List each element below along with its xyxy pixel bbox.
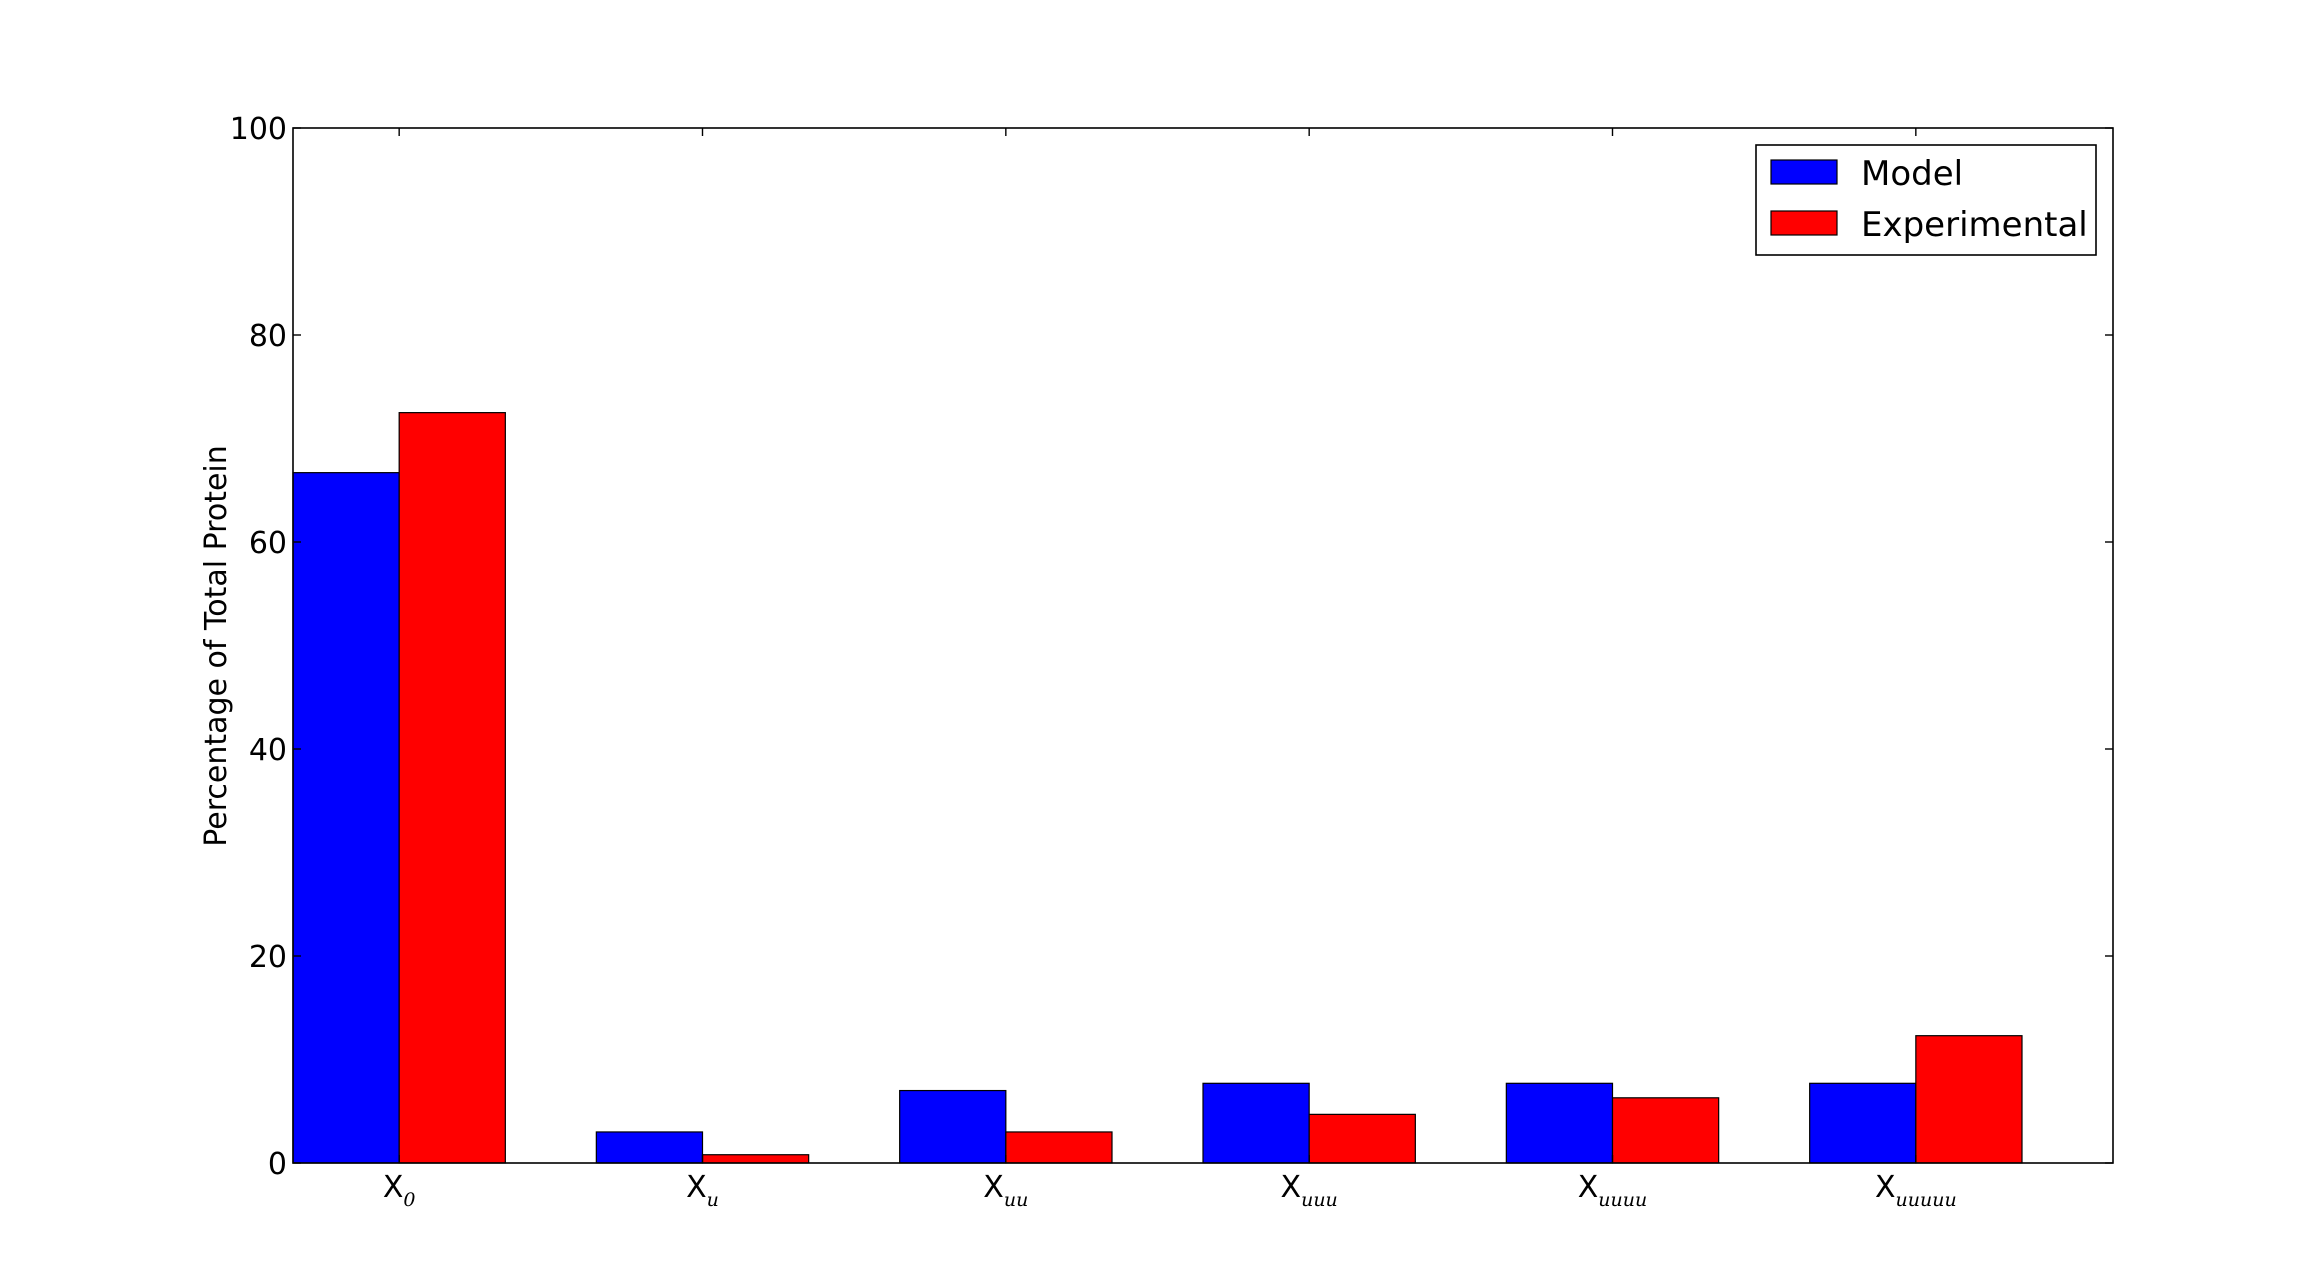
x-tick-label: Xu: [686, 1170, 719, 1211]
y-tick-label: 80: [249, 319, 287, 354]
legend: Model Experimental: [1755, 144, 2097, 256]
bar-model-0: [292, 472, 400, 1164]
bar-model-2: [899, 1089, 1007, 1164]
bar-experimental-0: [398, 412, 506, 1164]
legend-swatch-model: [1770, 159, 1838, 185]
bar-experimental-4: [1611, 1097, 1720, 1164]
bar-model-1: [595, 1131, 704, 1164]
x-tick-label: X0: [383, 1170, 416, 1211]
bar-experimental-5: [1915, 1035, 2023, 1164]
x-axis: X0 Xu Xuu Xuuu Xuuuu Xuuuuu: [383, 128, 1957, 1211]
bar-experimental-3: [1308, 1113, 1416, 1164]
bar-experimental-2: [1005, 1131, 1113, 1164]
bar-model-3: [1202, 1082, 1310, 1164]
x-tick-label: Xuuuu: [1578, 1170, 1648, 1211]
legend-label-model: Model: [1861, 154, 1963, 194]
y-tick-label: 20: [249, 940, 287, 975]
x-tick-label: Xuu: [983, 1170, 1028, 1211]
y-axis: 0 20 40 60 80 100: [230, 112, 2113, 1182]
bar-model-4: [1505, 1082, 1614, 1164]
y-tick-label: 100: [230, 112, 287, 147]
bar-model-5: [1809, 1082, 1917, 1164]
x-tick-label: Xuuu: [1281, 1170, 1338, 1211]
y-axis-label: Percentage of Total Protein: [199, 445, 234, 847]
x-tick-label: Xuuuuu: [1875, 1170, 1957, 1211]
bars-group: [292, 412, 2023, 1164]
y-tick-label: 40: [249, 733, 287, 768]
legend-label-experimental: Experimental: [1861, 205, 2088, 245]
bar-experimental-1: [701, 1154, 810, 1164]
y-tick-label: 0: [268, 1147, 287, 1182]
plot-frame: [292, 127, 2114, 1164]
legend-swatch-experimental: [1770, 210, 1838, 236]
y-tick-label: 60: [249, 526, 287, 561]
